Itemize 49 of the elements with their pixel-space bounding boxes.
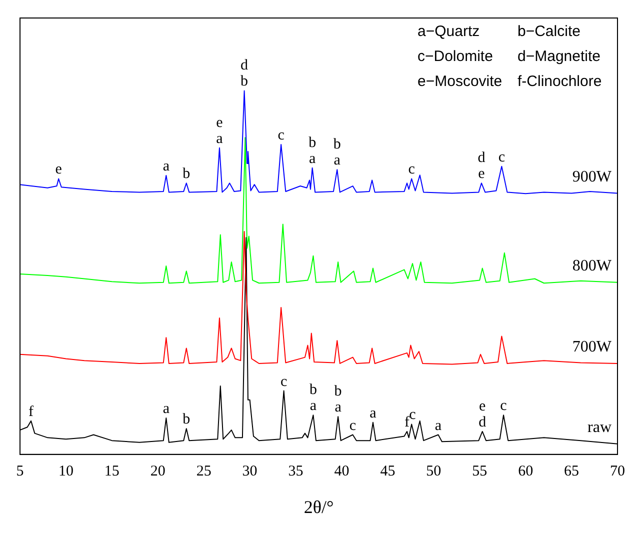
- x-tick-label: 55: [472, 463, 488, 480]
- annotation: b a: [308, 134, 316, 167]
- annotation: a: [370, 405, 377, 422]
- x-tick-label: 45: [380, 463, 396, 480]
- annotation: e a: [216, 114, 224, 147]
- annotation: e: [55, 162, 62, 178]
- series-label: 900W: [572, 168, 612, 186]
- x-tick-label: 30: [242, 463, 258, 480]
- annotation: e d: [478, 398, 487, 430]
- x-tick-label: 20: [150, 463, 166, 480]
- annotation: d e: [478, 150, 486, 182]
- x-tick-label: 35: [288, 463, 304, 480]
- x-tick-label: 40: [334, 463, 350, 480]
- x-tick-label: 10: [58, 463, 74, 480]
- annotation: c: [409, 407, 416, 424]
- x-axis-title: 2θ/°: [304, 496, 334, 517]
- annotation: b: [182, 412, 190, 428]
- x-tick-label: 70: [610, 463, 625, 480]
- series-label: 800W: [572, 257, 612, 274]
- annotation: a: [162, 401, 170, 418]
- text: a−Quartz: [418, 23, 480, 40]
- x-tick-label: 65: [564, 463, 580, 480]
- text: c−Dolomite: [418, 48, 493, 65]
- annotation: b a: [334, 384, 342, 416]
- annotation: c: [408, 162, 416, 178]
- annotation: a: [434, 418, 442, 434]
- text: b−Calcite: [518, 23, 580, 40]
- annotation: c: [498, 149, 506, 166]
- annotation: f: [28, 404, 34, 420]
- annotation: c: [278, 128, 285, 144]
- x-tick-label: 15: [104, 463, 120, 480]
- annotation: c: [349, 418, 356, 434]
- text: e−Moscovite: [418, 73, 502, 90]
- annotation: a: [162, 158, 170, 174]
- series-label: 700W: [572, 338, 612, 356]
- annotation: f: [404, 414, 410, 430]
- x-tick-label: 5: [16, 463, 24, 480]
- annotation: b a: [333, 136, 341, 169]
- annotation: d b: [240, 58, 249, 90]
- series-label: raw: [588, 418, 612, 436]
- annotation: b a: [309, 382, 317, 414]
- x-tick-label: 50: [426, 463, 442, 480]
- x-tick-label: 60: [518, 463, 534, 480]
- annotation: c: [500, 398, 508, 414]
- x-tick-label: 25: [196, 463, 212, 480]
- text: f-Clinochlore: [518, 73, 602, 90]
- annotation: b: [182, 166, 190, 182]
- text: d−Magnetite: [518, 48, 600, 65]
- annotation: c: [280, 374, 288, 390]
